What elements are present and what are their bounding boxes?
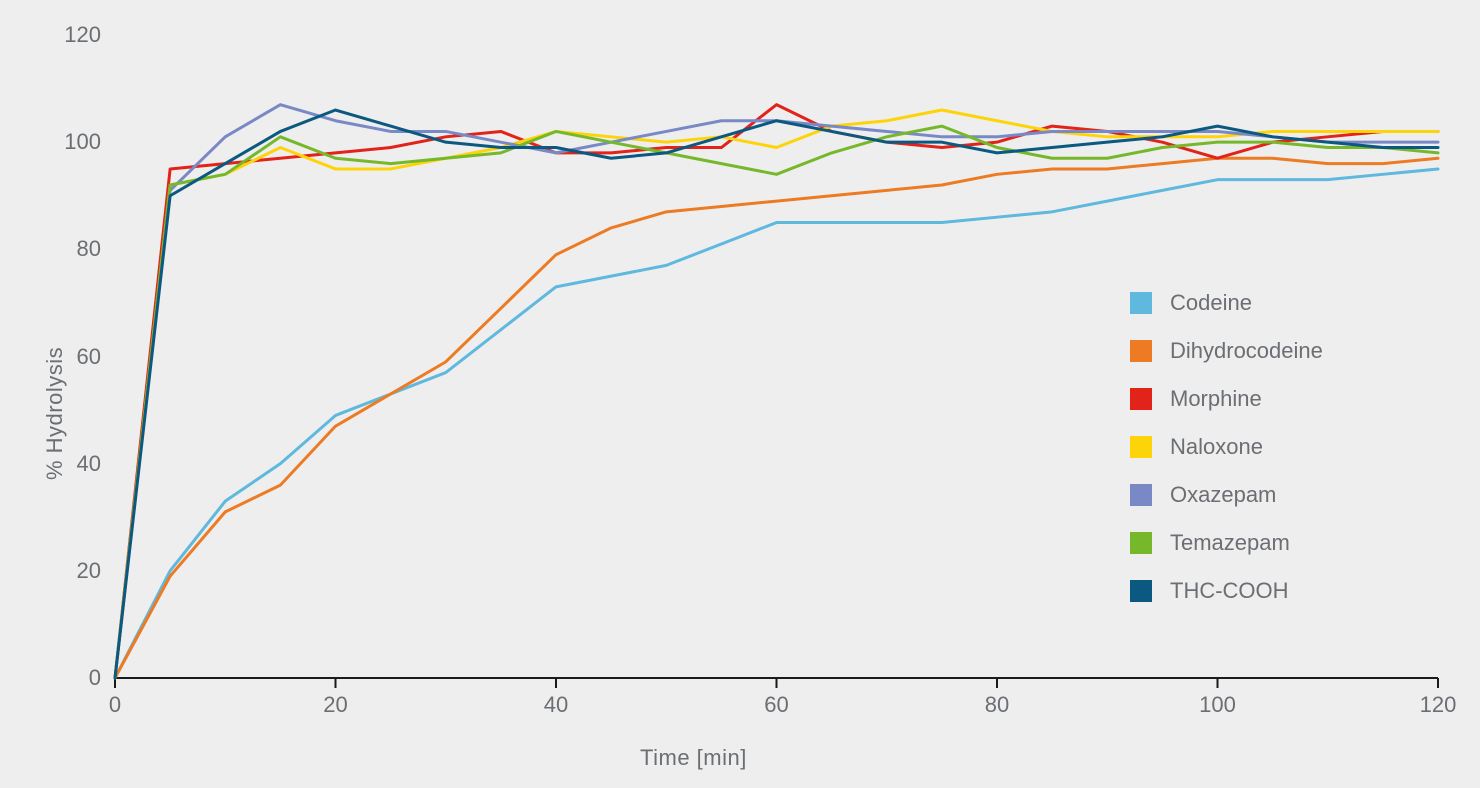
legend-item-dihydrocodeine: Dihydrocodeine [1130, 338, 1323, 364]
y-tick-label: 120 [53, 22, 101, 48]
x-tick-label: 100 [1198, 692, 1238, 718]
x-tick-label: 120 [1418, 692, 1458, 718]
legend-swatch [1130, 292, 1152, 314]
legend-swatch [1130, 340, 1152, 362]
legend-item-naloxone: Naloxone [1130, 434, 1323, 460]
x-tick-label: 80 [977, 692, 1017, 718]
legend-item-morphine: Morphine [1130, 386, 1323, 412]
hydrolysis-chart: % Hydrolysis Time [min] 0204060801001200… [0, 0, 1480, 788]
legend-item-thc-cooh: THC-COOH [1130, 578, 1323, 604]
legend: Codeine Dihydrocodeine Morphine Naloxone Oxa… [1130, 290, 1323, 626]
legend-item-oxazepam: Oxazepam [1130, 482, 1323, 508]
legend-label: Morphine [1170, 386, 1262, 412]
y-tick-label: 60 [53, 344, 101, 370]
legend-label: Oxazepam [1170, 482, 1276, 508]
legend-item-temazepam: Temazepam [1130, 530, 1323, 556]
legend-label: THC-COOH [1170, 578, 1289, 604]
legend-item-codeine: Codeine [1130, 290, 1323, 316]
y-tick-label: 20 [53, 558, 101, 584]
legend-label: Codeine [1170, 290, 1252, 316]
y-tick-label: 100 [53, 129, 101, 155]
legend-swatch [1130, 532, 1152, 554]
x-tick-label: 60 [757, 692, 797, 718]
legend-label: Naloxone [1170, 434, 1263, 460]
legend-swatch [1130, 388, 1152, 410]
x-tick-label: 20 [316, 692, 356, 718]
legend-label: Dihydrocodeine [1170, 338, 1323, 364]
legend-swatch [1130, 436, 1152, 458]
x-tick-label: 0 [95, 692, 135, 718]
y-tick-label: 40 [53, 451, 101, 477]
x-tick-label: 40 [536, 692, 576, 718]
y-tick-label: 80 [53, 236, 101, 262]
legend-swatch [1130, 580, 1152, 602]
legend-swatch [1130, 484, 1152, 506]
y-tick-label: 0 [53, 665, 101, 691]
legend-label: Temazepam [1170, 530, 1290, 556]
